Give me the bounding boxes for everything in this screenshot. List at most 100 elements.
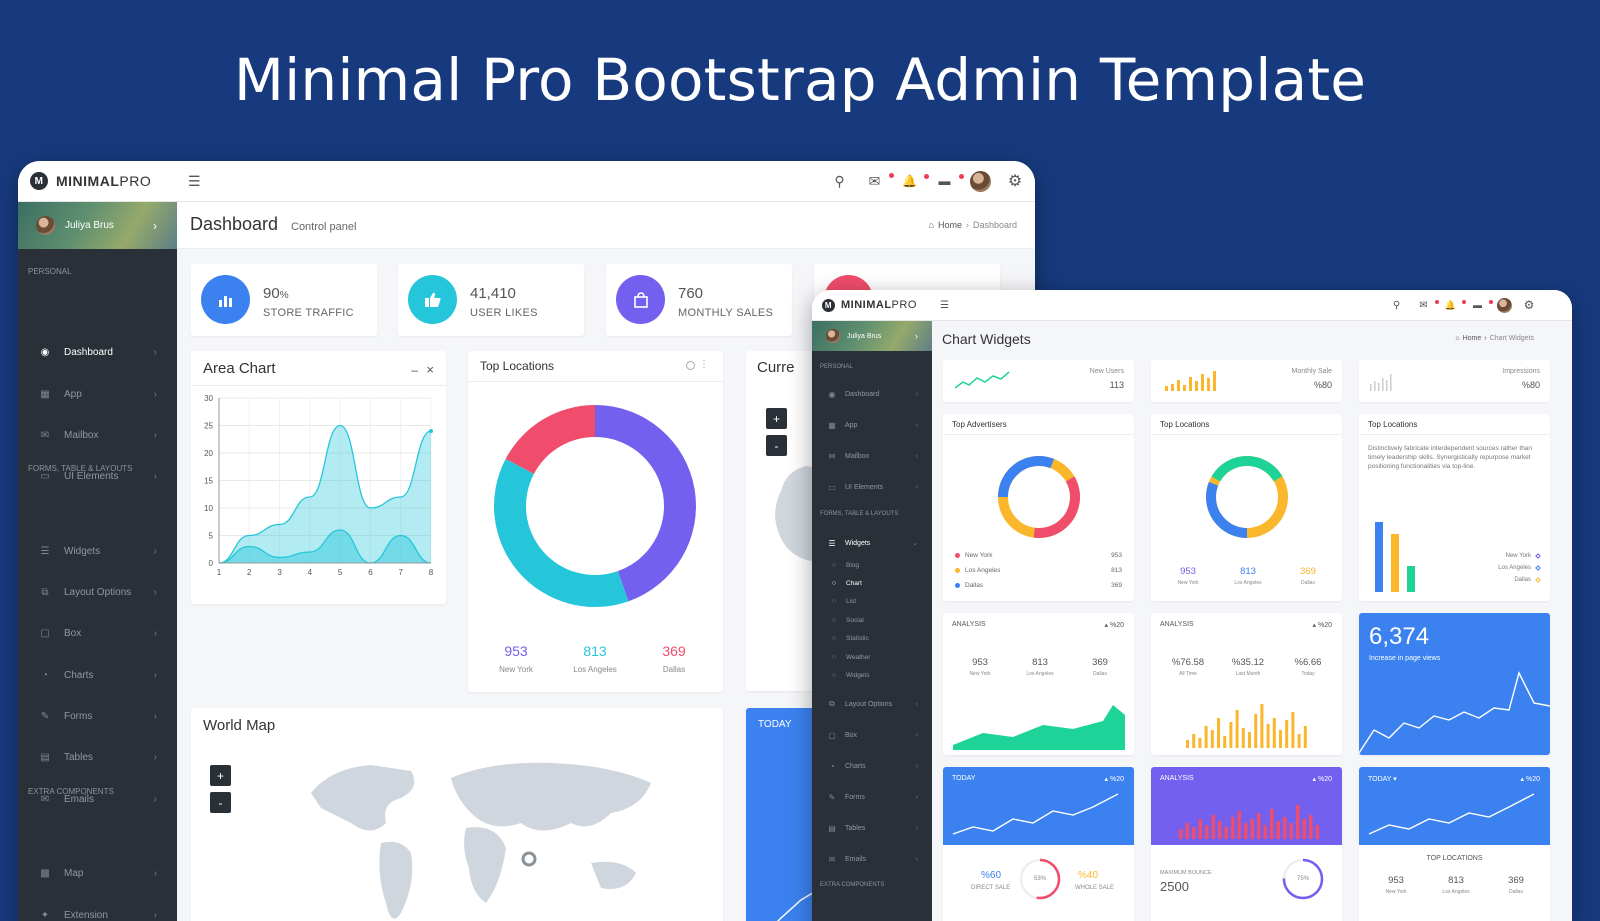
metric-value: 813 [1240, 566, 1256, 577]
metric-value: %76.58 [1171, 657, 1205, 668]
sidebar-item[interactable]: ✎ Forms › [827, 790, 932, 804]
sidebar-item[interactable]: ◉ Dashboard › [827, 387, 932, 401]
y-tick-label: 25 [204, 422, 213, 431]
close-icon[interactable]: × [426, 362, 434, 377]
bar [1244, 823, 1248, 839]
legend-row: Los Angeles 813 [955, 567, 1122, 574]
more-vertical-icon[interactable]: ⋮ [699, 359, 709, 370]
sidebar-item[interactable]: ▦ App › [827, 418, 932, 432]
search-icon[interactable]: ⚲ [1392, 299, 1401, 311]
x-tick-label: 5 [338, 568, 343, 577]
sidebar-item[interactable]: ▤ Tables › [38, 748, 177, 766]
notification-bell-icon[interactable]: 🔔 [1437, 299, 1466, 311]
sidebar-item[interactable]: ✎ Forms › [38, 707, 177, 725]
sidebar-item[interactable]: ◉ Dashboard › [38, 343, 177, 361]
bar [1205, 825, 1209, 839]
sidebar-item-label: Map [64, 867, 84, 879]
page-views-card: 6,374 Increase in page views [1359, 613, 1550, 755]
y-tick-label: 20 [204, 449, 213, 458]
sidebar-item[interactable]: ▢ Box › [38, 624, 177, 642]
legend-label: Los Angeles [1498, 565, 1531, 571]
refresh-icon[interactable] [686, 361, 695, 370]
card-divider [1359, 434, 1550, 435]
sidebar-subitem[interactable]: ○ Statistic [830, 633, 932, 645]
circle-icon: ○ [831, 598, 837, 606]
sidebar-subitem[interactable]: ○ Social [830, 614, 932, 626]
sidebar-item[interactable]: ▦ App › [38, 385, 177, 403]
mail-icon[interactable]: ✉ [857, 172, 894, 190]
notification-bell-icon[interactable]: 🔔 [892, 174, 929, 188]
zoom-out-button[interactable]: - [766, 435, 787, 456]
sidebar-item[interactable]: ✦ Extension › [38, 906, 177, 921]
sidebar-item[interactable]: ✉ Mailbox › [827, 449, 932, 463]
brand-logo[interactable]: M MINIMAL PRO [18, 172, 178, 190]
thumbs-up-icon [408, 275, 457, 324]
chevron-right-icon: › [153, 429, 157, 441]
sidebar-item[interactable]: ◔ Charts › [827, 759, 932, 773]
chat-icon[interactable]: ▬ [1464, 300, 1493, 310]
sidebar-item[interactable]: ▭ UI Elements › [827, 480, 932, 494]
user-avatar[interactable] [1497, 297, 1512, 313]
sidebar-item[interactable]: ✉ Mailbox › [38, 426, 177, 444]
sidebar-subitem[interactable]: ○ Widgets [830, 669, 932, 681]
breadcrumb: ⌂ Home › Chart Widgets [1455, 335, 1534, 342]
zoom-out-button[interactable]: - [210, 792, 231, 813]
breadcrumb-home[interactable]: Home [937, 220, 962, 230]
sidebar-item-icon: ◔ [829, 761, 835, 771]
circle-icon: ○ [831, 579, 837, 587]
minimize-icon[interactable]: – [411, 363, 418, 377]
sidebar-user-panel[interactable]: Juliya Brus › [812, 321, 932, 351]
sidebar-subitem[interactable]: ○ Blog [830, 559, 932, 571]
content-header: Dashboard Control panel ⌂ Home › Dashboa… [177, 202, 1035, 249]
chevron-right-icon: › [915, 731, 918, 739]
bar [1303, 726, 1307, 748]
sidebar-item-label: Tables [64, 751, 93, 763]
sidebar-item-icon: ☰ [828, 538, 836, 548]
sidebar-item[interactable]: ✉ Emails › [38, 790, 177, 808]
mail-icon[interactable]: ✉ [1410, 299, 1439, 311]
sidebar-item[interactable]: ◔ Charts › [38, 666, 177, 684]
search-icon[interactable]: ⚲ [834, 172, 845, 189]
sidebar-item[interactable]: ☰ Widgets ⌄ [827, 536, 932, 550]
legend-label: New York [965, 552, 993, 559]
x-tick-label: 8 [429, 568, 434, 577]
sidebar-item[interactable]: ⧉ Layout Options › [827, 697, 932, 711]
sidebar-item-icon: ☰ [40, 545, 50, 557]
sidebar-subitem-label: List [846, 598, 857, 606]
menu-toggle-icon[interactable]: ☰ [940, 299, 949, 311]
sidebar-item-icon: ⧉ [829, 699, 835, 708]
chat-icon[interactable]: ▬ [927, 174, 964, 188]
section-extra: EXTRA COMPONENTS [820, 882, 885, 888]
sidebar-item[interactable]: ▩ Map › [38, 864, 177, 882]
legend-label: New York [1505, 553, 1531, 559]
sidebar-item[interactable]: ▢ Box › [827, 728, 932, 742]
sidebar-subitem[interactable]: ○ Chart [830, 577, 932, 589]
brand-name: MINIMAL [841, 299, 892, 311]
sidebar-subitem[interactable]: ○ Weather [830, 651, 932, 663]
menu-toggle-icon[interactable]: ☰ [188, 172, 201, 189]
zoom-in-button[interactable]: + [210, 765, 231, 786]
user-avatar[interactable] [970, 170, 991, 192]
brand-logo[interactable]: M MINIMAL PRO [812, 298, 932, 312]
settings-gear-icon[interactable]: ⚙ [1007, 173, 1023, 190]
bar [1296, 805, 1300, 839]
metric-value: 953 [1180, 566, 1196, 577]
bounce-bar-chart [1179, 805, 1319, 839]
sidebar-item[interactable]: ▤ Tables › [827, 821, 932, 835]
chevron-right-icon: › [153, 586, 157, 598]
stat-label: MONTHLY SALES [678, 307, 774, 319]
sidebar-item[interactable]: ✉ Emails › [827, 852, 932, 866]
sidebar-item-label: Box [64, 627, 82, 639]
sidebar-item[interactable]: ⧉ Layout Options › [38, 583, 177, 601]
zoom-in-button[interactable]: + [766, 408, 787, 429]
breadcrumb-home[interactable]: Home [1462, 335, 1482, 342]
legend-value: 813 [583, 643, 607, 659]
sidebar-item-label: Charts [64, 669, 94, 681]
sidebar-item[interactable]: ▭ UI Elements › [38, 467, 177, 485]
settings-gear-icon[interactable]: ⚙ [1523, 298, 1535, 312]
badge-value: %20 [1109, 622, 1124, 629]
sidebar-subitem[interactable]: ○ List [830, 596, 932, 608]
today-sales-card: TODAY ▴ %20 %60 DIRECT SALE 53% %40 WHOL… [943, 767, 1134, 921]
sidebar-item[interactable]: ☰ Widgets › [38, 542, 177, 560]
sidebar-user-panel[interactable]: Juliya Brus › [18, 202, 177, 249]
